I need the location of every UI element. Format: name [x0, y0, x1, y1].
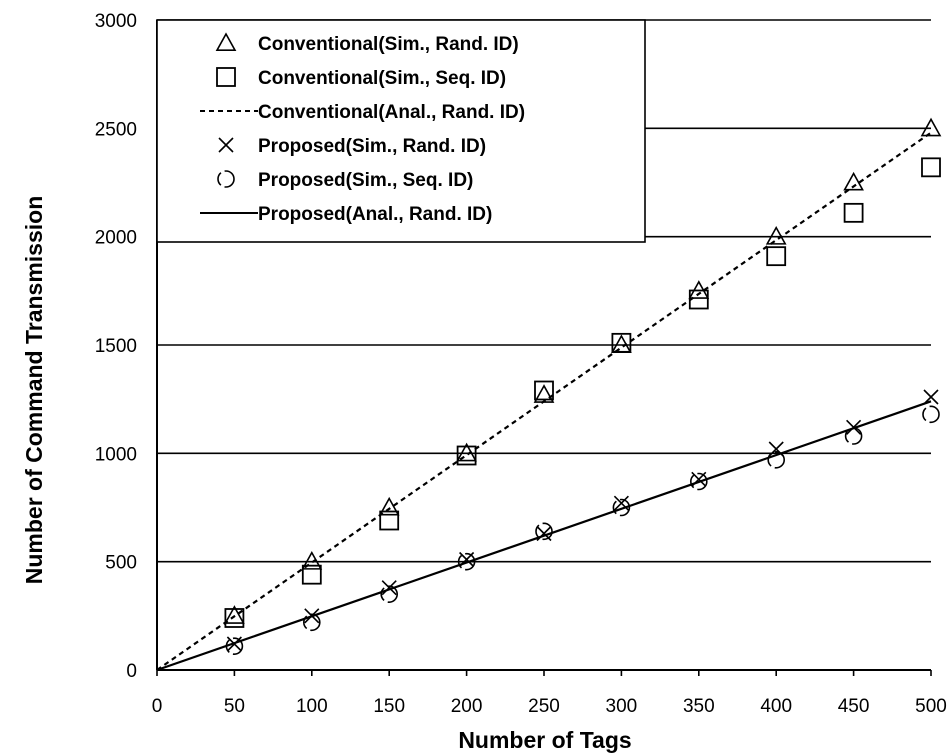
series-0-point-2: [378, 496, 400, 516]
series-3-point-2: [381, 580, 397, 596]
legend-label-1: Conventional(Sim., Seq. ID): [258, 68, 506, 89]
legend-marker-0: [215, 32, 237, 52]
legend-symbol-1: [216, 67, 236, 87]
series-4-point-4: [535, 522, 553, 541]
series-1-point-5: [611, 332, 632, 353]
x-tick-label-150: 150: [373, 696, 405, 717]
series-1-point-3: [456, 445, 477, 466]
series-4-point-6: [689, 472, 708, 491]
x-tick-label-50: 50: [224, 696, 245, 717]
series-4-point-8: [844, 427, 863, 445]
series-3-point-5: [613, 495, 629, 511]
series-4-point-3: [457, 552, 476, 571]
legend-label-5: Proposed(Anal., Rand. ID): [258, 204, 492, 225]
x-tick-label-0: 0: [152, 696, 163, 717]
y-tick-label-2500: 2500: [95, 119, 137, 140]
legend: Conventional(Sim., Rand. ID) Conventional…: [156, 19, 646, 243]
x-tick-label-400: 400: [760, 696, 792, 717]
series-1-point-0: [224, 608, 245, 628]
series-0-point-0: [224, 605, 245, 624]
x-axis-label: Number of Tags: [458, 727, 631, 753]
legend-box: [156, 19, 646, 243]
legend-marker-4: [217, 170, 235, 188]
y-axis-label: Number of Command Transmission: [21, 196, 47, 585]
series-0-point-5: [611, 334, 632, 354]
series-1-point-4: [534, 380, 554, 401]
series-4-point-0: [225, 637, 244, 655]
series-1-point-8: [843, 202, 864, 223]
x-tick-label-300: 300: [606, 696, 638, 717]
x-tick-label-350: 350: [683, 696, 715, 717]
series-1-point-6: [688, 289, 709, 310]
x-tick-label-500: 500: [915, 696, 947, 717]
series-4-point-9: [922, 405, 940, 424]
tick-labels: 0 500 1000 1500 2000 2500 3000 0 50 100 150 200 250 3…: [95, 11, 947, 717]
series-4-point-7: [767, 451, 786, 469]
legend-symbol-3: [218, 137, 234, 153]
series-3-point-9: [923, 389, 939, 405]
series-3-point-1: [304, 608, 320, 624]
x-tick-label-450: 450: [838, 696, 870, 717]
series-0-point-1: [301, 551, 323, 570]
series-4-point-2: [380, 585, 399, 603]
x-tick-label-200: 200: [451, 696, 483, 717]
series-0-point-8: [843, 171, 864, 191]
series-1-point-2: [379, 510, 400, 531]
series-0-point-4: [533, 384, 555, 403]
series-1-point-1: [301, 564, 322, 585]
x-tick-label-100: 100: [296, 696, 328, 717]
series-4-point-5: [612, 498, 631, 517]
series-4-point-1: [302, 613, 321, 632]
legend-label-0: Conventional(Sim., Rand. ID): [258, 34, 519, 55]
y-tick-label-1000: 1000: [95, 444, 137, 465]
series-1-point-9: [921, 157, 941, 178]
y-tick-label-3000: 3000: [95, 11, 137, 32]
series-0-point-9: [920, 117, 942, 137]
y-tick-label-500: 500: [105, 553, 137, 574]
y-tick-label-1500: 1500: [95, 336, 137, 357]
legend-marker-1: [216, 67, 236, 87]
series-0-point-3: [456, 442, 477, 462]
legend-symbol-4: [217, 170, 235, 188]
x-tick-label-250: 250: [528, 696, 560, 717]
y-tick-label-2000: 2000: [95, 228, 137, 249]
y-tick-label-0: 0: [126, 661, 137, 682]
series-line-5: [156, 400, 932, 672]
series-markers: [224, 117, 942, 655]
legend-label-2: Conventional(Anal., Rand. ID): [258, 102, 525, 123]
legend-symbol-0: [215, 32, 237, 52]
series-1-point-7: [766, 246, 787, 267]
legend-marker-3: [218, 137, 234, 153]
series-0-point-7: [765, 226, 787, 245]
legend-label-3: Proposed(Sim., Rand. ID): [258, 136, 486, 157]
legend-label-4: Proposed(Sim., Seq. ID): [258, 170, 473, 191]
